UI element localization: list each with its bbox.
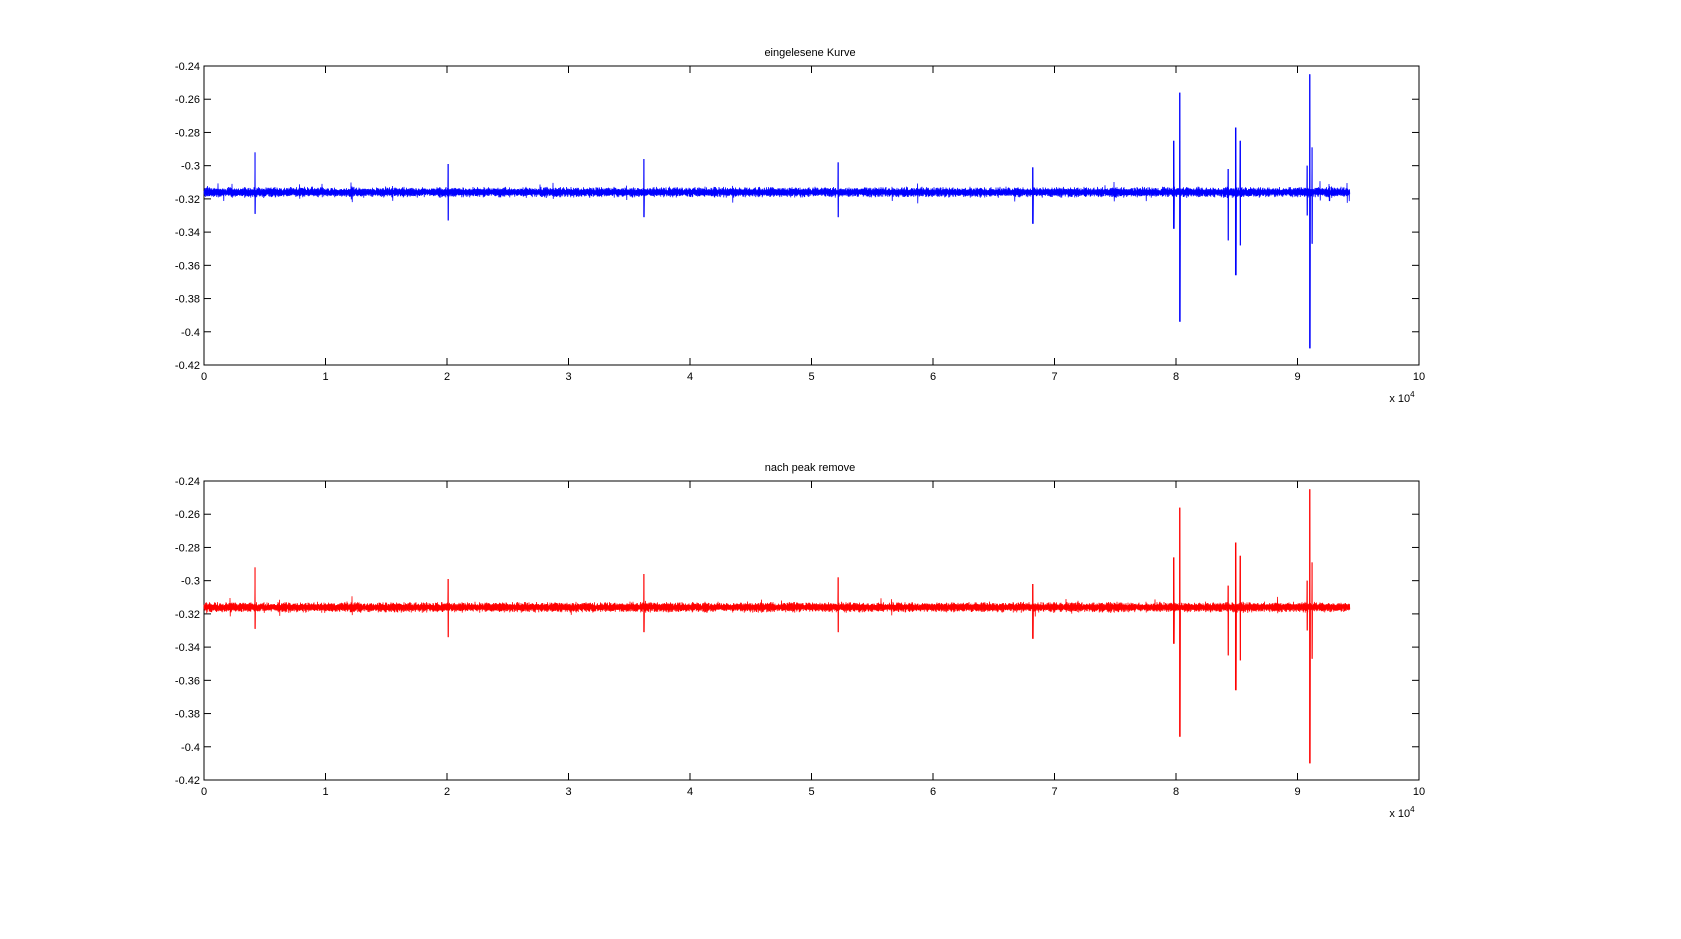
y-tick-label-bottom: -0.34 bbox=[175, 642, 200, 654]
x-exponent-label-top: x 104 bbox=[1389, 390, 1415, 405]
y-tick-label-top: -0.42 bbox=[175, 360, 200, 372]
x-tick-label-bottom: 3 bbox=[565, 786, 571, 798]
x-tick-label-top: 9 bbox=[1294, 371, 1300, 383]
series-line-bottom bbox=[203, 489, 1351, 764]
x-tick-label-bottom: 7 bbox=[1051, 786, 1057, 798]
y-tick-label-top: -0.32 bbox=[175, 194, 200, 206]
x-tick-label-bottom: 1 bbox=[322, 786, 328, 798]
y-tick-label-top: -0.24 bbox=[175, 61, 200, 73]
x-tick-label-bottom: 9 bbox=[1294, 786, 1300, 798]
series-line-top bbox=[203, 74, 1351, 349]
x-tick-label-bottom: 8 bbox=[1173, 786, 1179, 798]
x-tick-label-top: 6 bbox=[930, 371, 936, 383]
y-tick-label-bottom: -0.38 bbox=[175, 709, 200, 721]
y-tick-label-top: -0.36 bbox=[175, 260, 200, 272]
plot-area-top: 0 1 2 3 4 5 6 7 8 9 10 -0.24 -0.26 -0.28 -0.3 -0.32 -0.3… bbox=[175, 61, 1425, 383]
x-tick-label-top: 1 bbox=[322, 371, 328, 383]
y-tick-label-top: -0.34 bbox=[175, 227, 200, 239]
y-tick-label-top: -0.26 bbox=[175, 94, 200, 106]
x-tick-label-top: 7 bbox=[1051, 371, 1057, 383]
x-exponent-label-bottom: x 104 bbox=[1389, 805, 1415, 820]
axes-top: eingelesene Kurve 0 1 2 3 4 5 6 7 8 9 10 -0.24 -0.26… bbox=[175, 47, 1425, 405]
y-tick-label-bottom: -0.32 bbox=[175, 609, 200, 621]
y-tick-label-top: -0.38 bbox=[175, 294, 200, 306]
plot-area-bottom: 0 1 2 3 4 5 6 7 8 9 10 -0.24 -0.26 -0.28 -0.3 -0.32 -0.3… bbox=[175, 476, 1425, 798]
y-tick-label-bottom: -0.42 bbox=[175, 775, 200, 787]
x-tick-label-top: 10 bbox=[1413, 371, 1425, 383]
y-tick-label-bottom: -0.24 bbox=[175, 476, 200, 488]
y-tick-label-bottom: -0.4 bbox=[181, 742, 200, 754]
y-tick-label-top: -0.3 bbox=[181, 161, 200, 173]
x-tick-label-bottom: 10 bbox=[1413, 786, 1425, 798]
x-tick-label-top: 3 bbox=[565, 371, 571, 383]
x-tick-label-bottom: 5 bbox=[808, 786, 814, 798]
x-tick-label-top: 0 bbox=[201, 371, 207, 383]
y-tick-label-top: -0.4 bbox=[181, 327, 200, 339]
y-tick-label-bottom: -0.28 bbox=[175, 542, 200, 554]
x-tick-label-bottom: 6 bbox=[930, 786, 936, 798]
x-tick-label-top: 8 bbox=[1173, 371, 1179, 383]
x-tick-label-bottom: 2 bbox=[444, 786, 450, 798]
x-tick-label-top: 2 bbox=[444, 371, 450, 383]
x-tick-label-bottom: 4 bbox=[687, 786, 693, 798]
x-tick-label-top: 5 bbox=[808, 371, 814, 383]
chart-title-top: eingelesene Kurve bbox=[764, 47, 855, 59]
y-tick-label-top: -0.28 bbox=[175, 127, 200, 139]
y-tick-label-bottom: -0.36 bbox=[175, 675, 200, 687]
y-tick-label-bottom: -0.3 bbox=[181, 576, 200, 588]
x-tick-label-bottom: 0 bbox=[201, 786, 207, 798]
x-tick-label-top: 4 bbox=[687, 371, 693, 383]
chart-title-bottom: nach peak remove bbox=[765, 462, 856, 474]
y-tick-label-bottom: -0.26 bbox=[175, 509, 200, 521]
axes-bottom: nach peak remove 0 1 2 3 4 5 6 7 8 9 10 -0.24 -0.26 -… bbox=[175, 462, 1425, 820]
